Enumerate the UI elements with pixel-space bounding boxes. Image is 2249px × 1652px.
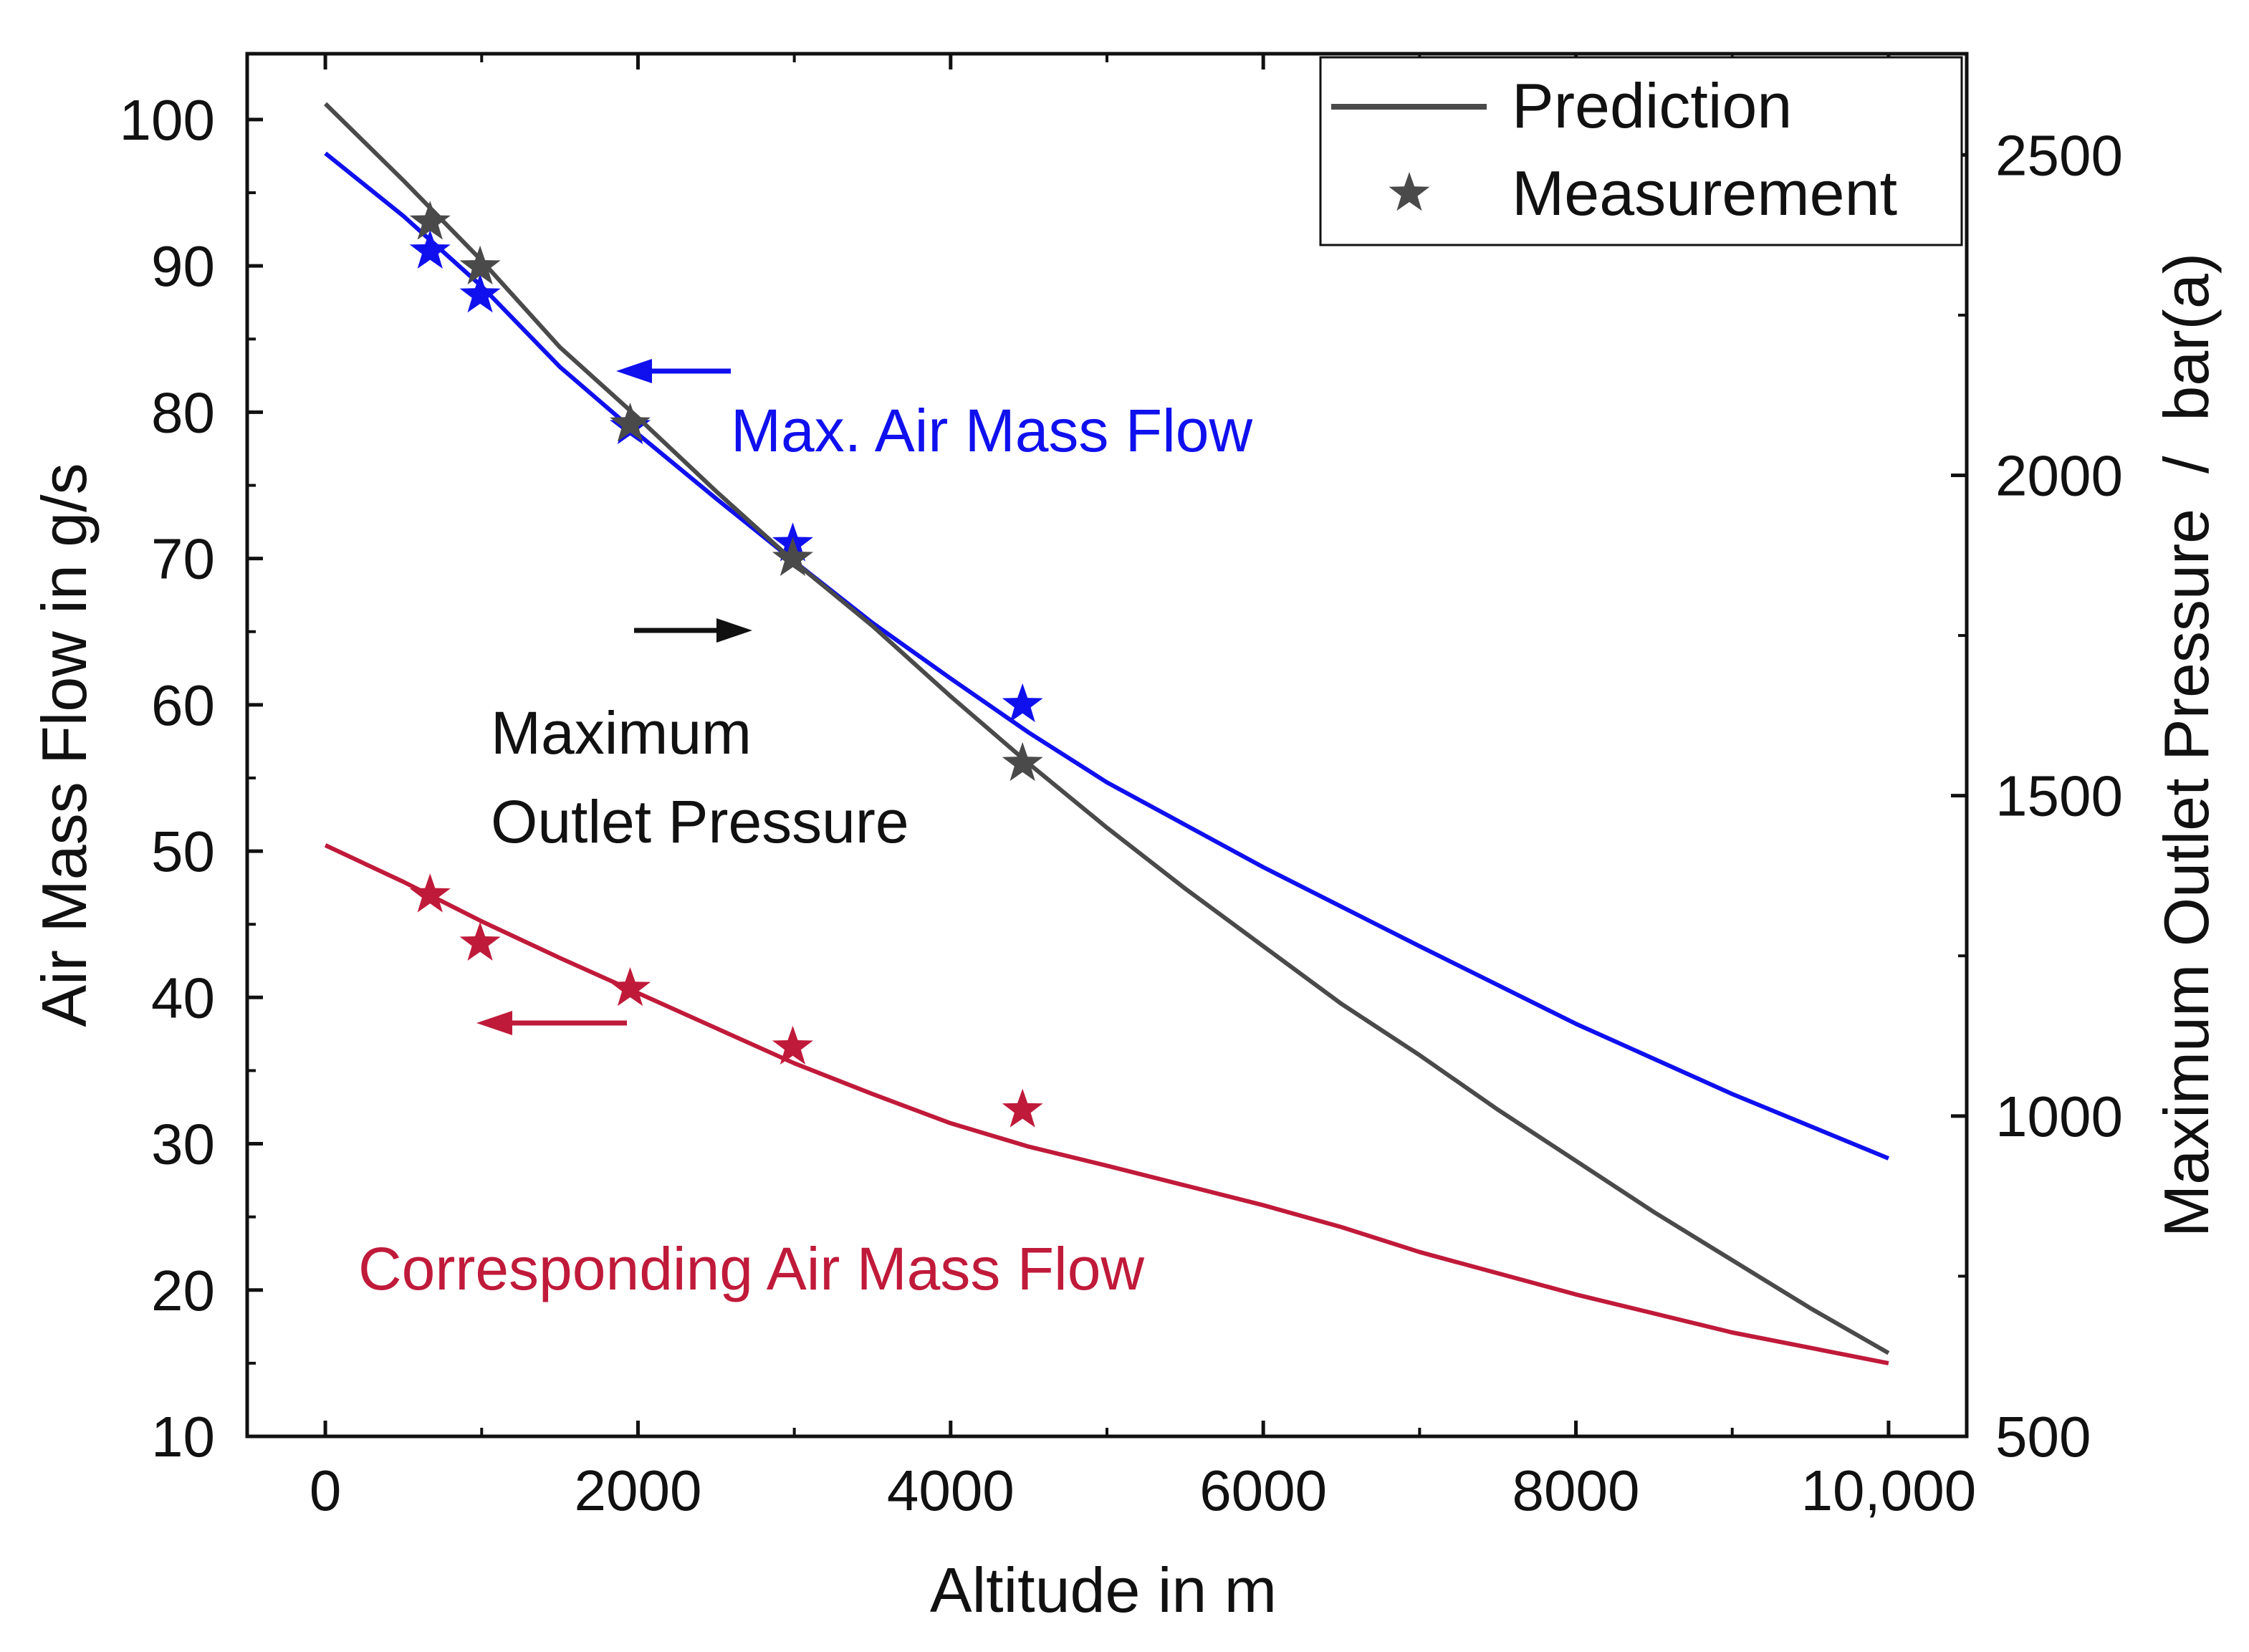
legend-measurement-label: Measurement — [1512, 158, 1897, 229]
max_flow-measurement-star — [459, 274, 501, 313]
x-axis-title: Altitude in m — [930, 1555, 1277, 1625]
y-left-tick-label: 40 — [151, 966, 215, 1029]
y-right-tick-label: 1000 — [1995, 1085, 2123, 1148]
x-tick-label: 4000 — [887, 1459, 1015, 1522]
legend-measurement-star — [1389, 172, 1430, 211]
x-tick-label: 10,000 — [1801, 1459, 1977, 1522]
max-flow-arrow-head — [616, 359, 652, 383]
legend: Prediction Measurement — [1319, 56, 1963, 246]
series-layer — [323, 102, 1890, 1365]
legend-prediction-label: Prediction — [1512, 70, 1792, 141]
max_pressure-measurement-star — [1002, 741, 1043, 782]
y-right-tick-label: 2500 — [1995, 123, 2123, 187]
axis-ticks: 0 2000 4000 6000 8000 10,000 10 20 30 40 50 60 70 80 9… — [120, 54, 2123, 1522]
y-left-tick-label: 60 — [151, 673, 215, 737]
corresponding_flow-measurement-star — [459, 921, 501, 961]
y-left-tick-label: 30 — [151, 1113, 215, 1176]
max-air-mass-flow-annotation: Max. Air Mass Flow — [731, 397, 1252, 464]
y-right-tick-label: 500 — [1995, 1405, 2091, 1469]
y-axis-left-title: Air Mass Flow in g/s — [29, 463, 100, 1027]
max_flow-measurement-star — [1002, 683, 1043, 723]
y-left-tick-label: 100 — [120, 88, 215, 152]
corresponding_flow-prediction-line — [324, 843, 1889, 1365]
y-right-tick-label: 2000 — [1995, 443, 2123, 507]
y-axis-right-title: Maximum Outlet Pressure / bar(a) — [2151, 253, 2222, 1237]
max_pressure-measurement-star — [610, 402, 651, 442]
corresponding_flow-measurement-star — [1002, 1088, 1043, 1128]
max_pressure-prediction-line — [323, 102, 1890, 1355]
corresponding_flow-measurement-star — [772, 1025, 813, 1065]
x-tick-label: 2000 — [574, 1459, 701, 1522]
max_pressure-measurement-star — [409, 201, 451, 240]
x-tick-label: 6000 — [1199, 1459, 1327, 1522]
y-right-tick-label: 1500 — [1995, 764, 2123, 828]
max_flow-measurement-star — [409, 229, 451, 269]
corresponding-arrow-head — [476, 1011, 512, 1035]
corresponding_flow-measurement-star — [610, 967, 651, 1007]
y-left-tick-label: 70 — [151, 527, 215, 591]
x-tick-label: 0 — [310, 1459, 342, 1522]
corresponding_flow-measurement-star — [409, 873, 451, 913]
max_pressure-measurement-star — [459, 245, 501, 285]
y-left-tick-label: 80 — [151, 380, 215, 444]
pressure-arrow-head — [716, 618, 752, 643]
y-left-tick-label: 10 — [151, 1405, 215, 1469]
y-left-tick-label: 50 — [151, 820, 215, 883]
max_pressure-measurement-star — [772, 537, 813, 576]
y-left-tick-label: 20 — [151, 1259, 215, 1322]
legend-box — [1319, 56, 1963, 246]
annotation-arrows — [476, 359, 752, 1035]
y-left-tick-label: 90 — [151, 234, 215, 298]
maximum-outlet-pressure-annotation-line1: Maximum — [491, 699, 752, 767]
maximum-outlet-pressure-annotation-line2: Outlet Pressure — [491, 788, 909, 855]
max_flow-prediction-line — [324, 151, 1890, 1161]
corresponding-air-mass-flow-annotation: Corresponding Air Mass Flow — [358, 1235, 1144, 1302]
x-tick-label: 8000 — [1512, 1459, 1640, 1522]
